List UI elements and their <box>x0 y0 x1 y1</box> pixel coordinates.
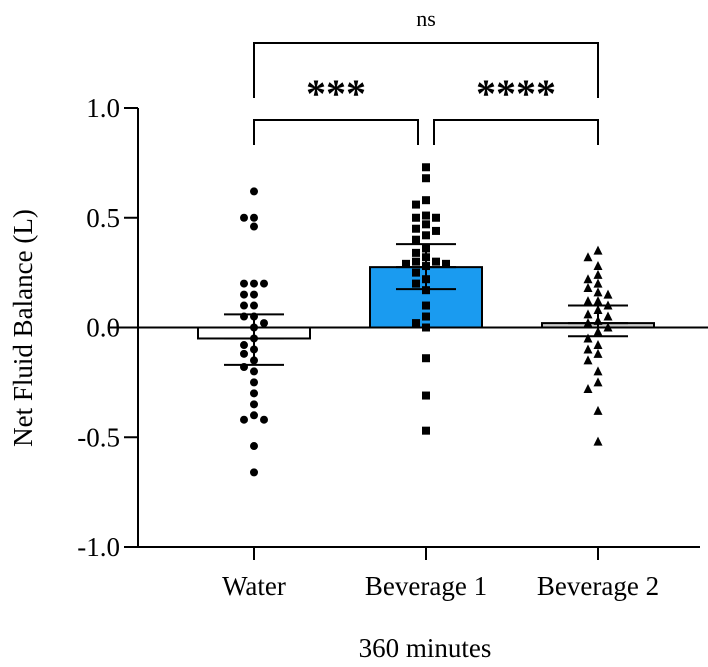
y-axis-label: Net Fluid Balance (L) <box>8 209 38 447</box>
data-point <box>260 415 268 424</box>
data-point <box>412 235 420 244</box>
significance-label: *** <box>306 71 366 116</box>
data-point <box>593 287 603 297</box>
plot-area: 1.0 0.5 0.0 -0.5 -1.0 Water Beverage 1 Beverage… <box>77 6 708 601</box>
data-point <box>593 377 603 387</box>
data-point <box>583 355 593 365</box>
significance-label: **** <box>476 71 556 116</box>
data-point <box>593 366 603 376</box>
data-point <box>260 319 268 328</box>
y-tick-label: 0.0 <box>86 313 120 343</box>
data-point <box>593 405 603 415</box>
data-point <box>583 309 593 319</box>
y-tick-label: 1.0 <box>86 93 120 123</box>
data-point <box>240 341 248 350</box>
data-point <box>593 278 603 288</box>
data-point <box>442 259 450 268</box>
data-point <box>412 279 420 288</box>
data-point <box>412 213 420 222</box>
data-point <box>593 261 603 271</box>
data-point <box>593 269 603 279</box>
data-point <box>250 389 258 398</box>
data-point <box>422 231 430 240</box>
data-point <box>250 279 258 288</box>
significance-bracket <box>253 119 419 145</box>
data-point <box>422 391 430 400</box>
data-point <box>422 323 430 332</box>
data-point <box>422 426 430 435</box>
data-point <box>250 187 258 196</box>
y-tick-label: -1.0 <box>77 532 120 562</box>
data-point <box>412 319 420 328</box>
data-point <box>240 290 248 299</box>
y-tick-label: 0.5 <box>86 203 120 233</box>
data-point <box>240 279 248 288</box>
x-tick-label: Water <box>222 571 286 601</box>
data-point <box>593 245 603 255</box>
data-point <box>603 289 613 299</box>
data-point <box>593 348 603 358</box>
data-point <box>432 257 440 266</box>
data-point <box>250 213 258 222</box>
data-point <box>250 468 258 477</box>
data-point <box>583 383 593 393</box>
data-point <box>583 274 593 284</box>
significance-bracket <box>433 119 599 145</box>
data-point <box>422 174 430 183</box>
data-point <box>250 290 258 299</box>
data-point <box>583 282 593 292</box>
data-point <box>432 213 440 222</box>
data-point <box>250 400 258 409</box>
data-point <box>603 322 613 332</box>
data-point <box>422 163 430 172</box>
data-point <box>583 333 593 343</box>
data-point <box>260 279 268 288</box>
data-point <box>422 312 430 321</box>
data-point <box>412 248 420 257</box>
data-point <box>422 211 430 220</box>
data-point <box>412 257 420 266</box>
data-point <box>583 296 593 306</box>
data-point <box>240 301 248 310</box>
data-point <box>583 252 593 262</box>
data-point <box>593 340 603 350</box>
data-point <box>250 411 258 420</box>
data-point <box>583 344 593 354</box>
significance-bracket <box>253 42 599 98</box>
data-point <box>422 301 430 310</box>
data-point <box>412 224 420 233</box>
data-point <box>250 378 258 387</box>
data-point <box>250 367 258 376</box>
data-point <box>422 196 430 205</box>
data-point <box>422 220 430 229</box>
data-point <box>250 442 258 451</box>
data-point <box>412 268 420 277</box>
data-point <box>593 436 603 446</box>
y-tick-label: -0.5 <box>77 422 120 452</box>
data-point <box>422 286 430 295</box>
data-point <box>250 301 258 310</box>
data-point <box>593 296 603 306</box>
data-point <box>422 354 430 363</box>
x-tick-label: Beverage 1 <box>365 571 487 601</box>
data-point <box>240 415 248 424</box>
data-point <box>402 259 410 268</box>
data-point <box>250 222 258 231</box>
data-point <box>603 311 613 321</box>
x-tick-label: Beverage 2 <box>537 571 659 601</box>
significance-label: ns <box>416 6 436 31</box>
data-point <box>412 200 420 209</box>
data-point <box>432 226 440 235</box>
data-point <box>240 349 248 358</box>
x-axis-label: 360 minutes <box>359 633 492 663</box>
data-point <box>240 213 248 222</box>
